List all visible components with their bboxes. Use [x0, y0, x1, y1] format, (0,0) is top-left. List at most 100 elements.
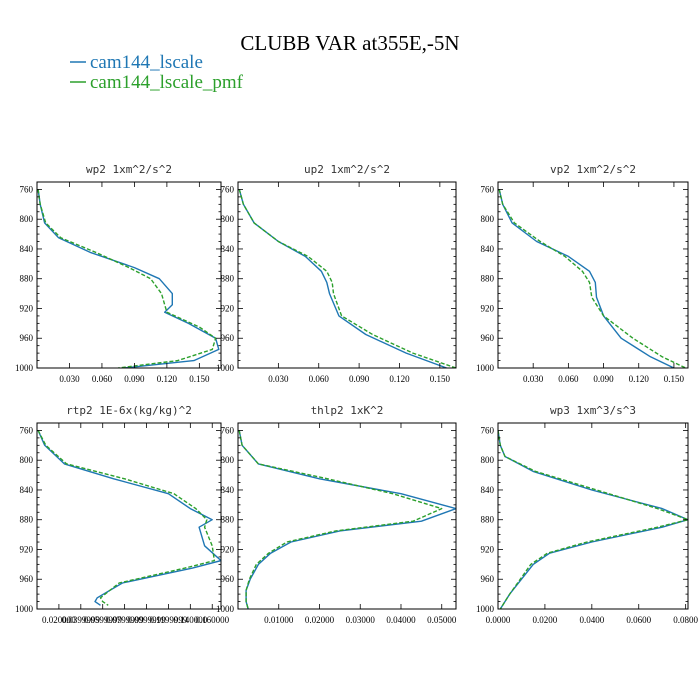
ytick-label-5: 760 — [481, 425, 495, 435]
xtick-label-1: 0.060 — [309, 374, 330, 384]
ytick-label-3: 920 — [20, 544, 34, 554]
ytick-label-3: 800 — [20, 455, 34, 465]
xtick-label-4: 0.04000 — [386, 615, 416, 625]
ytick-label-4: 800 — [221, 455, 235, 465]
xtick-label-3: 0.0599999 — [84, 615, 123, 625]
xtick-label-0: 0.120 — [157, 374, 178, 384]
ytick-label-5: 1000 — [476, 604, 495, 614]
ytick-label-3: 880 — [20, 515, 34, 525]
series-line-4-1 — [238, 430, 443, 609]
xtick-label-3: 0.020000 — [42, 615, 76, 625]
ytick-label-4: 960 — [221, 574, 235, 584]
ytick-label-4: 760 — [221, 425, 235, 435]
ytick-label-5: 800 — [481, 455, 495, 465]
ytick-label-1: 920 — [221, 303, 235, 313]
panel-title-3: rtp2 1E-6x(kg/kg)^2 — [66, 404, 192, 417]
ytick-label-3: 840 — [20, 485, 34, 495]
xtick-label-4: 0.01000 — [264, 615, 294, 625]
ytick-label-1: 760 — [221, 184, 235, 194]
ytick-label-1: 840 — [221, 244, 235, 254]
ytick-label-0: 800 — [20, 214, 34, 224]
xtick-label-3: 0.0799999 — [105, 615, 144, 625]
xtick-label-5: 0.0000 — [486, 615, 511, 625]
ytick-label-2: 920 — [481, 303, 495, 313]
panel-title-0: wp2 1xm^2/s^2 — [86, 163, 172, 176]
series-line-5-0 — [498, 430, 688, 609]
ytick-label-2: 840 — [481, 244, 495, 254]
ytick-label-0: 880 — [20, 274, 34, 284]
xtick-label-3: 0.160000 — [195, 615, 229, 625]
panel-title-4: thlp2 1xK^2 — [311, 404, 384, 417]
xtick-label-0: 0.150 — [189, 374, 210, 384]
ytick-label-4: 880 — [221, 515, 235, 525]
ytick-label-1: 1000 — [216, 363, 235, 373]
panel-5: wp3 1xm^3/s^3 760 800 840 880 920 960 10000.000… — [476, 404, 699, 625]
ytick-label-4: 840 — [221, 485, 235, 495]
xtick-label-4: 0.05000 — [427, 615, 457, 625]
series-line-1-1 — [238, 189, 456, 368]
ytick-label-3: 1000 — [15, 604, 34, 614]
series-line-5-1 — [498, 430, 688, 609]
xtick-label-4: 0.02000 — [305, 615, 335, 625]
ytick-label-0: 960 — [20, 333, 34, 343]
ytick-label-1: 960 — [221, 333, 235, 343]
panel-frame-3 — [36, 422, 222, 610]
xtick-label-0: 0.060 — [92, 374, 113, 384]
legend-label-0: cam144_lscale — [90, 52, 203, 73]
xtick-label-1: 0.120 — [389, 374, 410, 384]
panel-frame-4 — [237, 422, 457, 610]
panel-frame-5 — [497, 422, 689, 610]
xtick-label-2: 0.150 — [664, 374, 685, 384]
panel-title-2: vp2 1xm^2/s^2 — [550, 163, 636, 176]
panel-3: rtp2 1E-6x(kg/kg)^2 760 800 840 880 920 960 100… — [15, 404, 230, 625]
series-line-4-0 — [238, 430, 456, 609]
series-line-0-1 — [37, 189, 217, 368]
xtick-label-1: 0.150 — [430, 374, 451, 384]
series-line-0-0 — [37, 189, 220, 368]
xtick-label-3: 0.0999999 — [127, 615, 166, 625]
panel-frame-2 — [497, 181, 689, 369]
ytick-label-0: 920 — [20, 303, 34, 313]
ytick-label-3: 960 — [20, 574, 34, 584]
ytick-label-5: 880 — [481, 515, 495, 525]
series-line-1-0 — [238, 189, 447, 368]
xtick-label-2: 0.120 — [629, 374, 650, 384]
panel-title-5: wp3 1xm^3/s^3 — [550, 404, 636, 417]
xtick-label-5: 0.0400 — [579, 615, 604, 625]
ytick-label-4: 920 — [221, 544, 235, 554]
xtick-label-5: 0.0600 — [626, 615, 651, 625]
ytick-label-0: 840 — [20, 244, 34, 254]
xtick-label-5: 0.0800 — [673, 615, 698, 625]
xtick-label-4: 0.03000 — [346, 615, 376, 625]
ytick-label-1: 880 — [221, 274, 235, 284]
xtick-label-2: 0.030 — [523, 374, 544, 384]
ytick-label-5: 840 — [481, 485, 495, 495]
ytick-label-1: 800 — [221, 214, 235, 224]
panel-frame-1 — [237, 181, 457, 369]
panels: wp2 1xm^2/s^2 760 800 840 880 920 960 1000 0.030… — [15, 163, 699, 625]
xtick-label-5: 0.0200 — [533, 615, 558, 625]
ytick-label-5: 960 — [481, 574, 495, 584]
ytick-label-4: 1000 — [216, 604, 235, 614]
ytick-label-0: 760 — [20, 184, 34, 194]
xtick-label-3: 0.0399999 — [62, 615, 101, 625]
panel-0: wp2 1xm^2/s^2 760 800 840 880 920 960 1000 0.030… — [15, 163, 222, 384]
panel-title-1: up2 1xm^2/s^2 — [304, 163, 390, 176]
xtick-label-3: 0.1199999 — [149, 615, 187, 625]
series-line-2-0 — [498, 189, 675, 368]
ytick-label-0: 1000 — [15, 363, 34, 373]
ytick-label-3: 760 — [20, 425, 34, 435]
panel-2: vp2 1xm^2/s^2 760 800 840 880 920 960 1000 0.030… — [476, 163, 689, 384]
series-line-2-1 — [498, 189, 687, 368]
series-line-3-0 — [37, 430, 221, 606]
xtick-label-1: 0.090 — [349, 374, 370, 384]
panel-4: thlp2 1xK^2 760 800 840 880 920 960 1000 0.01000… — [216, 404, 457, 625]
ytick-label-2: 960 — [481, 333, 495, 343]
ytick-label-2: 760 — [481, 184, 495, 194]
ytick-label-2: 1000 — [476, 363, 495, 373]
panel-frame-0 — [36, 181, 222, 369]
legend-label-1: cam144_lscale_pmf — [90, 72, 244, 93]
ytick-label-5: 920 — [481, 544, 495, 554]
panel-1: up2 1xm^2/s^2 760 800 840 880 920 960 1000 0.030… — [216, 163, 457, 384]
